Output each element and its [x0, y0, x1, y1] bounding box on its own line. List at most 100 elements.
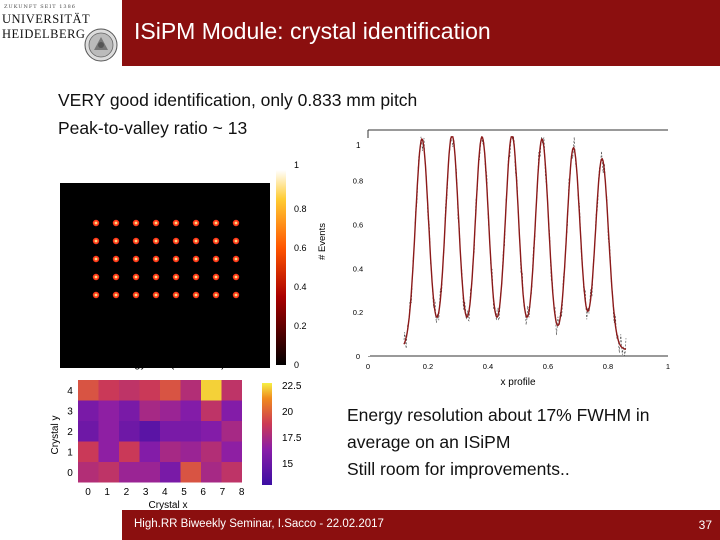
- energy-cell: [119, 462, 140, 483]
- flood-spot-core: [214, 257, 218, 261]
- profile-y-label: # Events: [316, 223, 328, 260]
- energy-cell: [160, 441, 181, 462]
- profile-x-ticks: 0 0.2 0.4 0.6 0.8 1: [366, 362, 670, 371]
- energy-x-tick: 7: [220, 487, 226, 498]
- logo-line-2: HEIDELBERG: [2, 27, 86, 41]
- energy-cell: [180, 462, 201, 483]
- flood-spot-core: [134, 257, 138, 261]
- energy-cell: [201, 462, 222, 483]
- profile-top-label: 1: [356, 141, 361, 150]
- energy-cell: [160, 462, 181, 483]
- energy-cell: [98, 380, 119, 401]
- note-line-2: average on an ISiPM: [347, 432, 511, 452]
- flood-spot-core: [114, 293, 118, 297]
- bullet-line-2: Peak-to-valley ratio ~ 13: [58, 118, 248, 138]
- logo-line-1: UNIVERSITÄT: [2, 12, 91, 26]
- flood-spot-core: [114, 239, 118, 243]
- flood-spot-core: [234, 239, 238, 243]
- energy-cell: [78, 380, 99, 401]
- energy-cell: [180, 421, 201, 442]
- flood-spot-core: [194, 275, 198, 279]
- flood-spot-core: [114, 221, 118, 225]
- slide-footer: High.RR Biweekly Seminar, I.Sacco - 22.0…: [122, 510, 720, 540]
- profile-y-tick: 0.2: [353, 308, 363, 317]
- flood-colorbar-tick: 0.4: [294, 282, 307, 292]
- flood-spot-core: [94, 275, 98, 279]
- flood-colorbar-tick: 0: [294, 360, 299, 370]
- flood-spot-core: [174, 239, 178, 243]
- footer-text: High.RR Biweekly Seminar, I.Sacco - 22.0…: [134, 518, 384, 530]
- flood-spot-core: [234, 221, 238, 225]
- energy-x-label: Crystal x: [149, 500, 188, 511]
- profile-x-tick: 0.8: [603, 362, 613, 371]
- flood-spot-core: [134, 239, 138, 243]
- flood-spot-core: [194, 293, 198, 297]
- energy-cell: [201, 380, 222, 401]
- flood-colorbar-tick: 0.8: [294, 204, 307, 214]
- university-seal-icon: [84, 28, 118, 62]
- energy-cell: [160, 380, 181, 401]
- energy-cell: [180, 380, 201, 401]
- university-logo: ZUKUNFT SEIT 1386 UNIVERSITÄT HEIDELBERG: [0, 0, 122, 66]
- flood-colorbar-tick: 0.6: [294, 243, 307, 253]
- energy-heatmap-cells: [78, 380, 242, 483]
- energy-colorbar-tick: 20: [282, 407, 294, 418]
- flood-spot-core: [174, 293, 178, 297]
- energy-cell: [119, 400, 140, 421]
- energy-cell: [98, 400, 119, 421]
- energy-cell: [119, 441, 140, 462]
- energy-colorbar-tick: 15: [282, 459, 294, 470]
- energy-cell: [221, 441, 242, 462]
- energy-x-tick: 6: [200, 487, 206, 498]
- flood-spot-core: [234, 293, 238, 297]
- flood-spot-core: [174, 257, 178, 261]
- profile-y-label-wrap: # Events: [317, 218, 336, 268]
- flood-spot-core: [154, 293, 158, 297]
- flood-spot-core: [154, 275, 158, 279]
- energy-cell: [78, 441, 99, 462]
- flood-spot-core: [194, 239, 198, 243]
- flood-colorbar-tick: 1: [294, 160, 299, 170]
- energy-x-tick: 0: [85, 487, 91, 498]
- energy-x-tick: 1: [104, 487, 110, 498]
- flood-spot-core: [214, 221, 218, 225]
- energy-x-tick: 8: [239, 487, 245, 498]
- energy-cell: [180, 441, 201, 462]
- energy-cell: [201, 421, 222, 442]
- x-profile-chart: 1 0 0.2 0.4 0.6 0.8 0 0.2 0.4 0.6 0.8 1 x profile: [348, 129, 670, 388]
- flood-spot-core: [154, 221, 158, 225]
- energy-cell: [201, 400, 222, 421]
- energy-cell: [180, 400, 201, 421]
- profile-y-tick: 0: [356, 352, 360, 361]
- energy-x-ticks: 0 1 2 3 4 5 6 7 8: [85, 487, 245, 498]
- energy-y-tick: 0: [67, 468, 73, 479]
- flood-spot-core: [154, 257, 158, 261]
- flood-spot-core: [234, 275, 238, 279]
- flood-map-colorbar: [276, 170, 286, 365]
- energy-x-tick: 4: [162, 487, 168, 498]
- energy-cell: [160, 400, 181, 421]
- energy-cell: [221, 462, 242, 483]
- energy-cell: [119, 380, 140, 401]
- energy-cell: [139, 421, 160, 442]
- flood-spot-core: [174, 221, 178, 225]
- profile-x-tick: 0.6: [543, 362, 553, 371]
- profile-y-tick: 0.8: [353, 177, 363, 186]
- flood-spot-core: [214, 293, 218, 297]
- energy-colorbar-tick: 17.5: [282, 433, 302, 444]
- energy-cell: [78, 462, 99, 483]
- flood-map-chart: 1 0.8 0.6 0.4 0.2 0: [60, 160, 307, 370]
- flood-spot-core: [214, 239, 218, 243]
- flood-spot-core: [214, 275, 218, 279]
- energy-y-label: Crystal y: [50, 416, 61, 455]
- profile-x-tick: 0.4: [483, 362, 493, 371]
- energy-cell: [221, 421, 242, 442]
- energy-cell: [139, 400, 160, 421]
- profile-curve-data: [403, 136, 627, 357]
- energy-y-tick: 3: [67, 407, 73, 418]
- profile-x-label: x profile: [500, 377, 535, 388]
- flood-spot-core: [234, 257, 238, 261]
- flood-spot-core: [134, 221, 138, 225]
- energy-chart-title: Energy res. (% FWHM): [111, 358, 225, 370]
- energy-y-tick: 1: [67, 448, 73, 459]
